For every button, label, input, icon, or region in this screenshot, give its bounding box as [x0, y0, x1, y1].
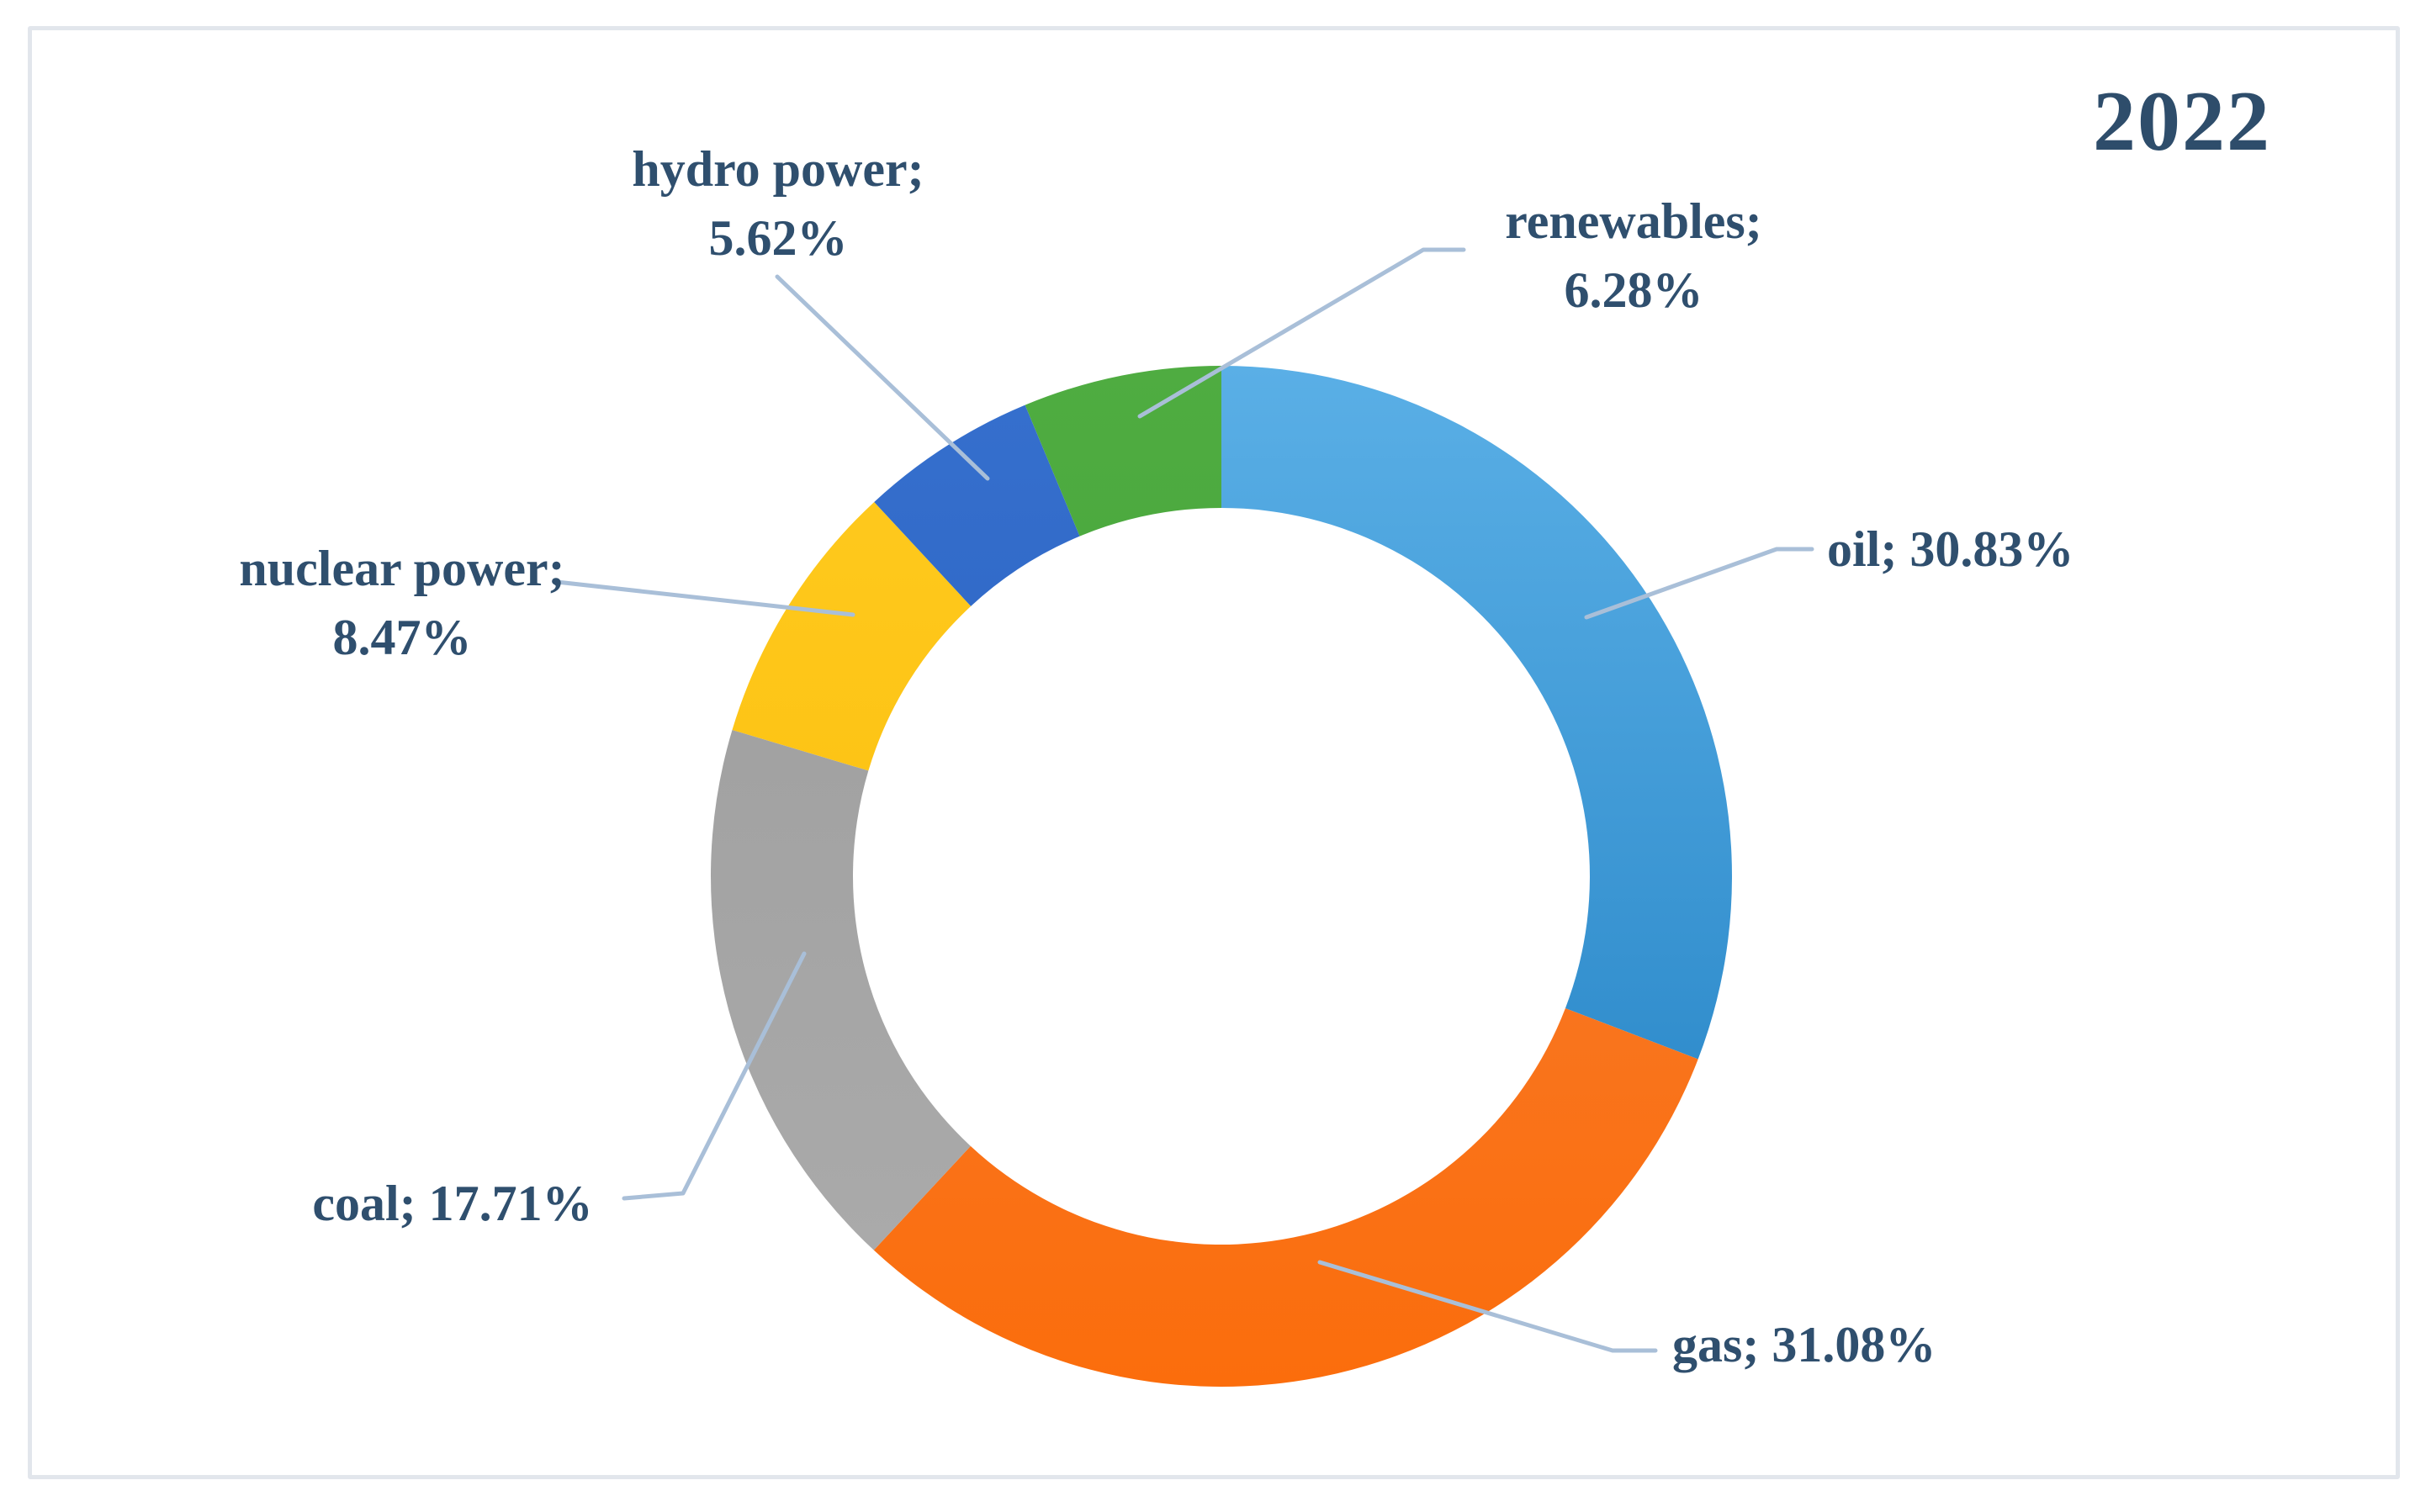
label-coal: coal; 17.71% — [312, 1169, 592, 1238]
slice-nuclear-power — [732, 501, 972, 771]
label-hydro-power: hydro power; 5.62% — [632, 135, 924, 272]
leader-line-oil — [1584, 547, 1814, 620]
chart-frame-border — [28, 26, 2400, 1479]
leader-line-renewables — [1137, 247, 1466, 419]
label-nuclear-power-name: nuclear power; — [239, 541, 565, 596]
slice-renewables — [1025, 366, 1221, 537]
label-renewables: renewables; 6.28% — [1505, 187, 1762, 325]
label-gas-text: gas; 31.08% — [1672, 1317, 1936, 1372]
label-oil-text: oil; 30.83% — [1827, 521, 2074, 577]
label-renewables-value: 6.28% — [1564, 262, 1703, 318]
label-renewables-name: renewables; — [1505, 193, 1762, 249]
label-coal-text: coal; 17.71% — [312, 1176, 593, 1231]
label-nuclear-power: nuclear power; 8.47% — [239, 534, 564, 672]
slice-oil — [1221, 366, 1733, 1060]
slice-hydro-power — [874, 404, 1080, 606]
leader-line-gas — [1317, 1260, 1658, 1353]
chart-title: 2022 — [2093, 74, 2271, 169]
leader-line-nuclear-power — [554, 579, 855, 617]
label-nuclear-power-value: 8.47% — [332, 610, 472, 665]
label-oil: oil; 30.83% — [1827, 515, 2074, 584]
leader-line-coal — [622, 951, 807, 1201]
label-hydro-power-value: 5.62% — [708, 210, 848, 266]
slice-coal — [711, 729, 971, 1250]
leader-line-hydro-power — [775, 274, 990, 481]
slice-gas — [873, 1007, 1698, 1388]
label-gas: gas; 31.08% — [1672, 1310, 1936, 1379]
label-hydro-power-name: hydro power; — [632, 141, 924, 197]
